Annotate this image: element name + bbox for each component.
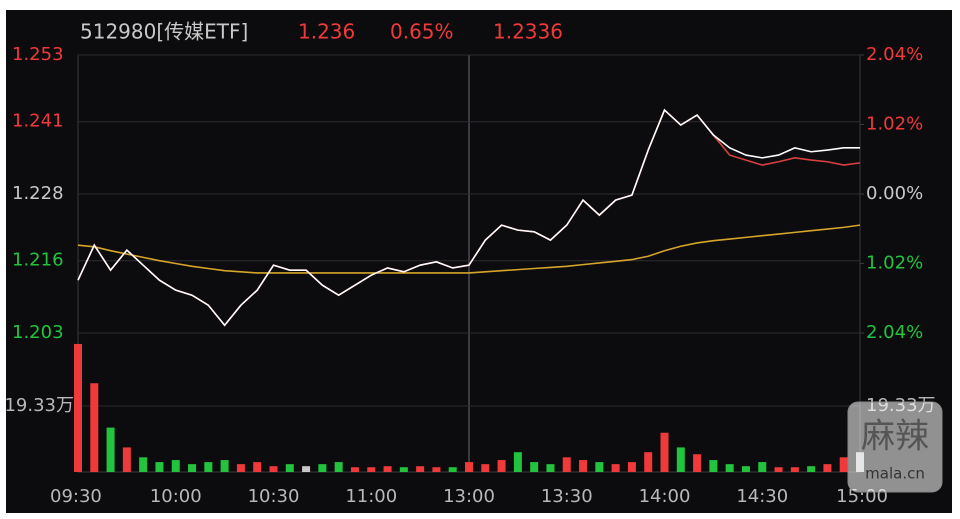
volume-bar	[171, 460, 180, 472]
volume-bar	[627, 462, 636, 472]
volume-bar	[122, 447, 131, 472]
x-tick-label: 14:00	[639, 486, 691, 507]
volume-bar	[318, 464, 327, 472]
volume-bar	[595, 462, 604, 472]
volume-bar	[644, 452, 653, 472]
x-tick-label: 10:30	[248, 486, 300, 507]
volume-bar	[416, 466, 425, 472]
volume-bar	[253, 462, 262, 472]
header-change: 0.65%	[390, 20, 454, 44]
volume-bar	[334, 462, 343, 472]
price-line	[77, 224, 861, 274]
volume-bar	[432, 467, 441, 472]
volume-bar	[481, 464, 490, 472]
volume-bar	[611, 464, 620, 472]
volume-bar	[220, 460, 229, 472]
volume-bar	[709, 460, 718, 472]
volume-bar	[562, 457, 571, 472]
volume-bar	[383, 466, 392, 472]
volume-bar	[546, 464, 555, 472]
volume-bar	[660, 432, 669, 472]
volume-bar	[839, 457, 848, 472]
volume-bar	[350, 467, 359, 472]
volume-tick-label: 19.33万	[4, 395, 74, 416]
volume-bar	[693, 454, 702, 472]
volume-bar	[204, 462, 213, 472]
volume-bar	[90, 383, 99, 472]
volume-bar	[579, 460, 588, 472]
volume-bar	[530, 462, 539, 472]
panel	[6, 10, 952, 513]
volume-bar	[74, 343, 82, 472]
y2-tick-label: 1.02%	[866, 114, 923, 135]
chart-title: 512980[传媒ETF]	[80, 20, 248, 44]
header-avg: 1.2336	[493, 20, 563, 44]
y-tick-label: 1.216	[12, 250, 64, 271]
y2-tick-label: 0.00%	[866, 183, 923, 204]
header-price: 1.236	[298, 20, 355, 44]
volume-bar	[269, 466, 278, 472]
x-tick-label: 13:30	[541, 486, 593, 507]
volume-bar	[448, 467, 457, 472]
y-tick-label: 1.228	[12, 183, 64, 204]
volume-bar	[236, 464, 245, 472]
volume-bar	[302, 466, 311, 472]
y2-tick-label: 2.04%	[866, 44, 923, 65]
volume-bar	[106, 427, 115, 472]
x-tick-label: 09:30	[50, 486, 102, 507]
x-tick-label: 10:00	[150, 486, 202, 507]
y-tick-label: 1.203	[12, 322, 64, 343]
y-tick-label: 1.253	[12, 44, 64, 65]
volume-bar	[725, 464, 734, 472]
volume-bar	[790, 467, 799, 472]
x-tick-label: 14:30	[736, 486, 788, 507]
volume-bar	[465, 462, 473, 472]
volume-bar	[676, 447, 685, 472]
volume-bar	[513, 452, 522, 472]
watermark-box	[847, 401, 943, 493]
y-tick-label: 1.241	[12, 111, 64, 132]
volume-bar	[155, 462, 164, 472]
volume-bar	[741, 466, 750, 472]
volume-bar	[139, 457, 148, 472]
y2-tick-label: 2.04%	[866, 322, 923, 343]
watermark-logo: 麻辣	[861, 417, 929, 457]
volume-bar	[399, 467, 408, 472]
volume-bar	[807, 466, 816, 472]
watermark-url: mala.cn	[865, 465, 925, 483]
volume-bar	[758, 462, 767, 472]
volume-bar	[823, 464, 832, 472]
x-tick-label: 11:00	[345, 486, 397, 507]
volume-bar	[285, 464, 294, 472]
volume-bar	[188, 464, 197, 472]
volume-bar	[774, 467, 783, 472]
price-line	[77, 108, 860, 327]
y2-tick-label: 1.02%	[866, 253, 923, 274]
volume-bar	[367, 467, 376, 472]
volume-bar	[497, 460, 506, 472]
x-tick-label: 13:00	[443, 486, 495, 507]
